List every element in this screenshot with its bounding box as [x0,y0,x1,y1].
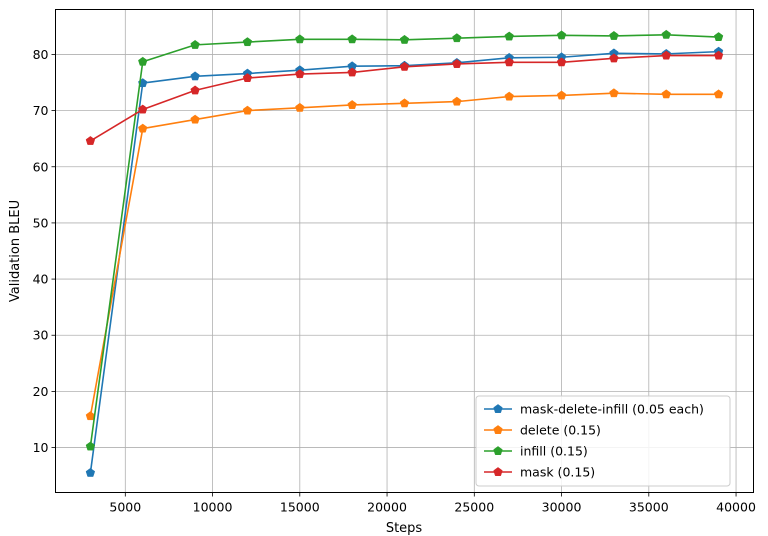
legend-box [475,395,731,487]
y-tick-label: 40 [33,272,49,287]
x-axis-label: Steps [386,521,423,536]
legend-label: mask (0.15) [520,465,595,480]
data-point [347,67,357,77]
data-point [399,34,410,44]
data-point [504,91,514,101]
data-point [85,441,96,451]
data-point [452,96,462,106]
data-point [713,50,724,60]
data-point [609,53,619,63]
data-point [452,59,462,68]
data-point [347,100,357,109]
data-point [190,114,200,124]
data-point [661,29,671,39]
data-point [242,105,253,115]
x-tick-label: 30000 [542,500,582,515]
x-tick-label: 40000 [716,500,756,515]
data-point [138,104,148,114]
data-point [452,33,462,43]
data-point [399,61,410,71]
y-tick-label: 80 [33,47,49,62]
x-tick-label: 20000 [367,500,407,515]
axis-ticks: 5000 10000 15000 20000 25000 30000 35000 40000 1… [33,47,756,515]
data-point [85,136,96,145]
data-point [556,90,567,100]
series-lines [85,29,724,477]
legend: mask-delete-infill (0.05 each) delete (0.… [475,395,731,487]
data-point [190,71,200,81]
legend-marker [493,467,503,476]
data-point [609,30,619,40]
data-point [85,467,96,477]
y-tick-label: 30 [33,328,49,343]
data-point [713,89,724,99]
grid-lines [55,9,754,493]
data-point [190,39,200,49]
data-point [138,56,148,66]
plot-frame [55,9,754,493]
series-2 [85,88,724,421]
data-point [138,123,148,133]
legend-label: delete (0.15) [520,423,601,438]
data-point [556,30,567,40]
x-tick-label: 35000 [629,500,669,515]
data-point [661,50,671,60]
legend-marker [493,404,503,413]
x-tick-label: 5000 [109,500,141,515]
x-tick-label: 25000 [454,500,494,515]
data-point [713,32,724,41]
series-3 [85,29,724,451]
series-4 [85,50,724,145]
data-point [661,89,671,99]
data-point [295,69,305,79]
y-tick-label: 10 [33,440,49,455]
y-tick-label: 20 [33,384,49,399]
legend-marker [493,446,503,455]
y-tick-label: 60 [33,159,49,174]
x-tick-label: 10000 [193,500,233,515]
data-point [242,37,253,47]
data-point [504,57,514,67]
data-point [347,34,357,44]
data-point [399,98,410,108]
y-axis-label: Validation BLEU [8,200,23,302]
data-point [242,73,253,82]
legend-label: mask-delete-infill (0.05 each) [520,402,704,417]
data-point [556,57,567,67]
y-tick-label: 70 [33,103,49,118]
data-point [504,31,514,41]
data-point [295,102,305,112]
data-point [609,88,619,98]
x-tick-label: 15000 [280,500,320,515]
data-point [190,85,200,95]
legend-label: infill (0.15) [520,444,588,459]
y-tick-label: 50 [33,215,49,230]
legend-marker [493,425,503,434]
data-point [295,34,305,44]
